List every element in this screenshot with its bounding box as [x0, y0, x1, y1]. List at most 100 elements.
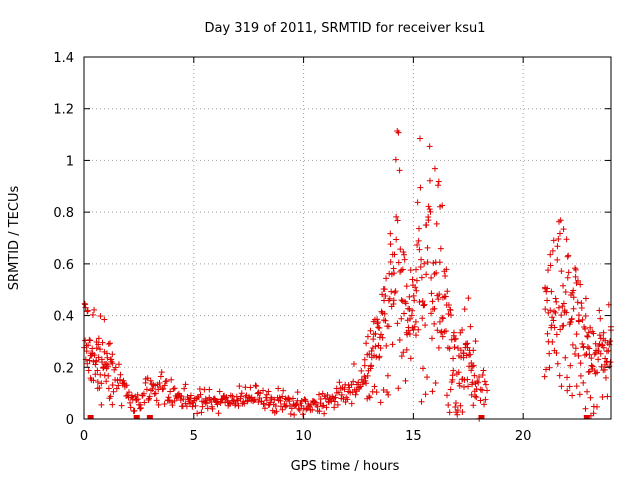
data-point — [564, 274, 571, 281]
data-point — [413, 332, 420, 339]
data-point — [447, 386, 454, 393]
data-point — [550, 317, 557, 324]
data-point — [198, 409, 205, 416]
data-point — [285, 394, 292, 401]
data-point — [402, 377, 409, 384]
data-point — [556, 372, 563, 379]
y-tick-label: 0.6 — [53, 258, 74, 273]
data-point — [435, 182, 442, 189]
data-point — [554, 243, 561, 250]
data-point — [316, 391, 323, 398]
data-point — [424, 244, 431, 251]
data-point — [460, 384, 467, 391]
data-point — [584, 388, 591, 395]
data-point — [419, 365, 426, 372]
data-point — [84, 308, 91, 315]
data-point — [244, 398, 251, 405]
data-point — [95, 335, 102, 342]
data-point — [560, 226, 567, 233]
zero-data-point — [87, 415, 94, 419]
data-point — [409, 307, 416, 314]
data-point — [544, 285, 551, 292]
data-point — [438, 329, 445, 336]
data-point — [563, 309, 570, 316]
data-point — [560, 300, 567, 307]
data-point — [153, 397, 160, 404]
data-point — [277, 403, 284, 410]
data-point — [286, 398, 293, 405]
data-point — [470, 362, 477, 369]
data-point — [91, 352, 98, 359]
data-point — [216, 388, 223, 395]
data-point — [587, 394, 594, 401]
data-point — [605, 347, 612, 354]
data-point — [146, 393, 153, 400]
data-point — [469, 379, 476, 386]
data-point — [567, 362, 574, 369]
data-point — [123, 382, 130, 389]
data-point — [302, 398, 309, 405]
data-point — [251, 396, 258, 403]
data-point — [574, 299, 581, 306]
data-point — [389, 341, 396, 348]
data-point — [223, 394, 230, 401]
zero-data-point — [133, 415, 140, 419]
data-point — [303, 406, 310, 413]
data-point — [575, 312, 582, 319]
data-point — [469, 363, 476, 370]
data-point — [374, 316, 381, 323]
data-point — [573, 331, 580, 338]
data-point — [374, 319, 381, 326]
data-point — [387, 258, 394, 265]
data-point — [473, 394, 480, 401]
x-tick-label: 5 — [190, 429, 198, 444]
data-point — [85, 367, 92, 374]
data-point — [560, 282, 567, 289]
data-point — [256, 395, 263, 402]
data-point — [180, 396, 187, 403]
data-point — [546, 364, 553, 371]
data-point — [108, 356, 115, 363]
data-point — [97, 313, 104, 320]
data-point — [597, 315, 604, 322]
data-point — [334, 401, 341, 408]
data-point — [157, 373, 164, 380]
data-point — [398, 297, 405, 304]
data-point — [590, 410, 597, 417]
data-point — [465, 295, 472, 302]
data-point — [407, 267, 414, 274]
data-point — [481, 378, 488, 385]
data-point — [109, 382, 116, 389]
data-point — [477, 397, 484, 404]
data-point — [428, 274, 435, 281]
grid-layer — [84, 57, 611, 419]
data-point — [263, 397, 270, 404]
data-point — [591, 351, 598, 358]
data-point — [209, 405, 216, 412]
data-point — [411, 323, 418, 330]
data-point — [396, 336, 403, 343]
data-point — [419, 315, 426, 322]
data-point — [311, 398, 318, 405]
data-point — [543, 288, 550, 295]
data-point — [426, 143, 433, 150]
data-point — [105, 341, 112, 348]
data-point — [387, 230, 394, 237]
data-point — [233, 397, 240, 404]
data-point — [134, 396, 141, 403]
data-point — [554, 256, 561, 263]
data-point — [428, 310, 435, 317]
data-point — [451, 344, 458, 351]
data-point — [599, 394, 606, 401]
data-point — [563, 236, 570, 243]
data-point — [479, 371, 486, 378]
data-point — [97, 346, 104, 353]
data-point — [377, 345, 384, 352]
data-point — [133, 396, 140, 403]
data-point — [427, 208, 434, 215]
data-point — [593, 403, 600, 410]
data-point — [348, 381, 355, 388]
data-point — [288, 405, 295, 412]
